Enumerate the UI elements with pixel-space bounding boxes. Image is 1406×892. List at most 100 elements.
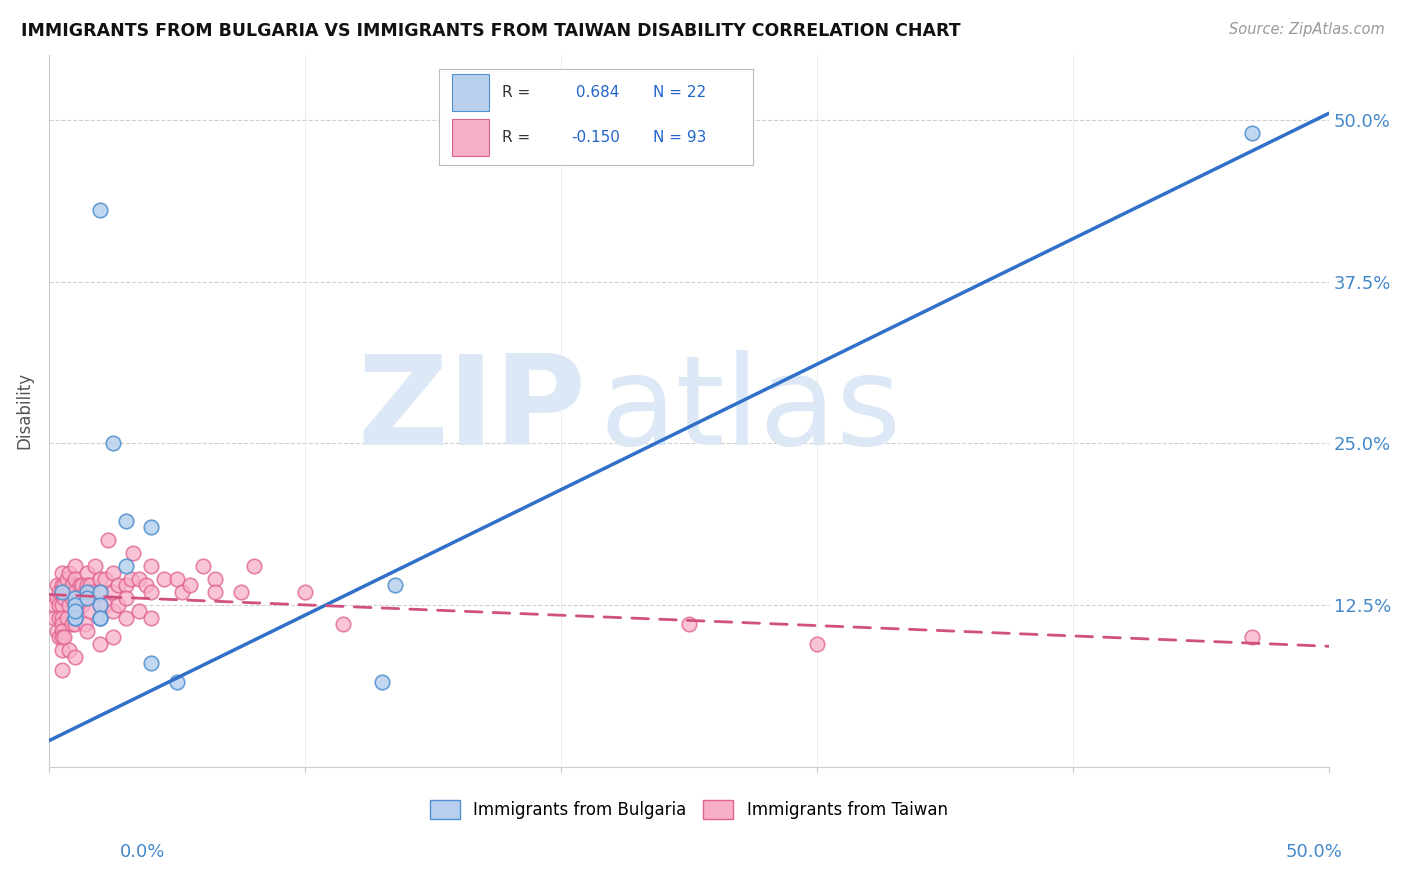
Point [76, 624, 98, 638]
Point [84, 559, 107, 574]
Point [48, 585, 70, 599]
Point [73, 585, 96, 599]
Text: Source: ZipAtlas.com: Source: ZipAtlas.com [1229, 22, 1385, 37]
Point [63, 611, 86, 625]
Point [63, 617, 86, 632]
Point [370, 675, 392, 690]
Point [58, 643, 80, 657]
Point [89, 203, 111, 218]
Point [73, 617, 96, 632]
Point [89, 637, 111, 651]
Point [79, 604, 101, 618]
Point [51, 643, 73, 657]
Point [122, 546, 145, 560]
Point [101, 604, 124, 618]
Point [101, 585, 124, 599]
Text: ZIP: ZIP [357, 351, 586, 471]
Point [56, 611, 79, 625]
Point [101, 566, 124, 580]
Point [153, 572, 176, 586]
Point [48, 611, 70, 625]
Point [89, 611, 111, 625]
Point [48, 630, 70, 644]
Point [63, 559, 86, 574]
Point [51, 617, 73, 632]
Point [63, 598, 86, 612]
Point [89, 611, 111, 625]
Point [70, 598, 93, 612]
Point [69, 578, 91, 592]
Point [58, 585, 80, 599]
Point [242, 559, 264, 574]
Point [53, 630, 76, 644]
Point [51, 598, 73, 612]
Point [141, 656, 163, 670]
Point [204, 572, 226, 586]
Point [42, 598, 65, 612]
Point [70, 578, 93, 592]
Point [60, 591, 83, 606]
Point [678, 617, 700, 632]
Point [101, 436, 124, 450]
Point [141, 611, 163, 625]
Point [89, 585, 111, 599]
Point [58, 598, 80, 612]
Point [135, 578, 157, 592]
Point [63, 591, 86, 606]
Point [107, 578, 129, 592]
Point [204, 585, 226, 599]
Point [51, 630, 73, 644]
Point [51, 624, 73, 638]
Point [94, 572, 117, 586]
Point [51, 585, 73, 599]
Point [1240, 630, 1263, 644]
Point [141, 559, 163, 574]
Point [63, 585, 86, 599]
Point [120, 572, 142, 586]
Point [69, 591, 91, 606]
Point [51, 663, 73, 677]
Point [114, 559, 136, 574]
Point [141, 520, 163, 534]
Point [89, 572, 111, 586]
Legend: Immigrants from Bulgaria, Immigrants from Taiwan: Immigrants from Bulgaria, Immigrants fro… [423, 793, 955, 826]
Point [806, 637, 828, 651]
Point [114, 578, 136, 592]
Point [229, 585, 252, 599]
Point [63, 598, 86, 612]
Point [76, 591, 98, 606]
Point [56, 585, 79, 599]
Point [63, 611, 86, 625]
Point [53, 591, 76, 606]
Point [76, 591, 98, 606]
Point [332, 617, 354, 632]
Y-axis label: Disability: Disability [15, 372, 32, 450]
Point [63, 604, 86, 618]
Point [89, 598, 111, 612]
Point [89, 611, 111, 625]
Point [89, 585, 111, 599]
Point [63, 572, 86, 586]
Point [191, 559, 214, 574]
Point [58, 566, 80, 580]
Text: atlas: atlas [599, 351, 901, 471]
Point [51, 566, 73, 580]
Point [1240, 126, 1263, 140]
Point [63, 649, 86, 664]
Text: 0.0%: 0.0% [120, 843, 165, 861]
Point [107, 598, 129, 612]
Point [294, 585, 316, 599]
Point [384, 578, 406, 592]
Point [128, 604, 150, 618]
Point [82, 585, 104, 599]
Point [60, 578, 83, 592]
Point [63, 611, 86, 625]
Point [42, 611, 65, 625]
Point [60, 617, 83, 632]
Point [45, 624, 67, 638]
Point [128, 572, 150, 586]
Point [114, 514, 136, 528]
Text: IMMIGRANTS FROM BULGARIA VS IMMIGRANTS FROM TAIWAN DISABILITY CORRELATION CHART: IMMIGRANTS FROM BULGARIA VS IMMIGRANTS F… [21, 22, 960, 40]
Point [179, 578, 201, 592]
Point [94, 598, 117, 612]
